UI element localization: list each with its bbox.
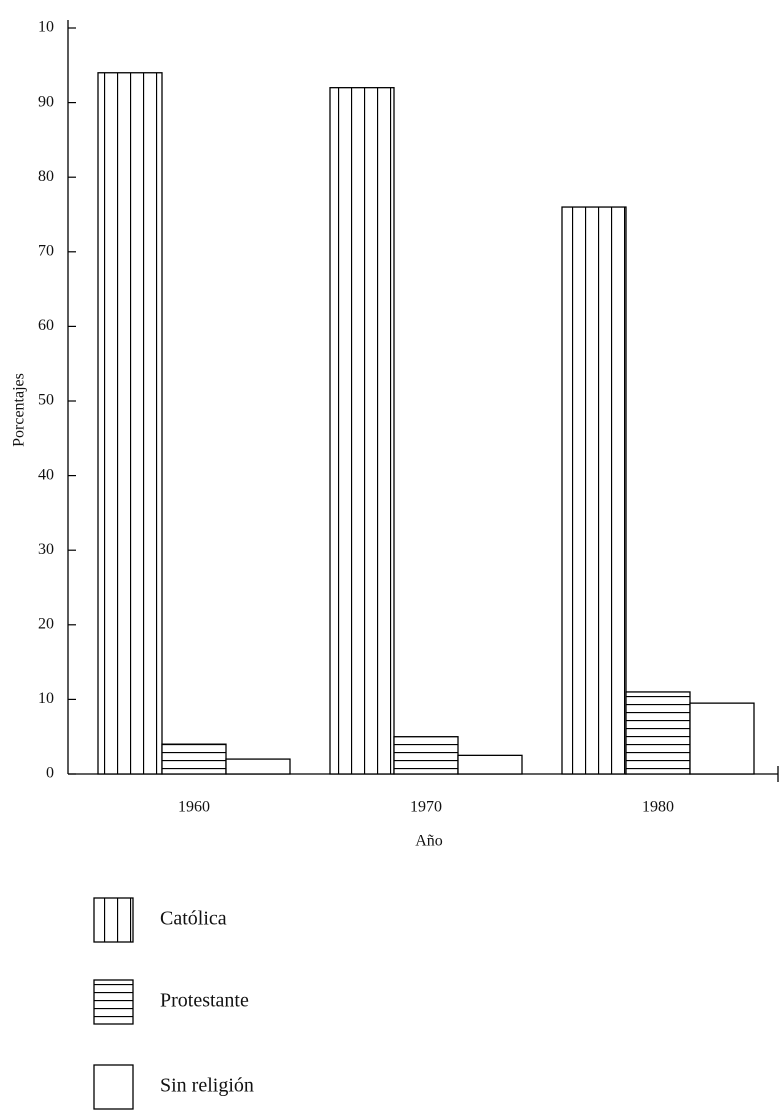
bar (457, 754, 523, 775)
x-axis-label: Año (415, 833, 443, 850)
legend-label: Católica (160, 908, 227, 930)
y-tick-label: 40 (38, 466, 54, 483)
bar (225, 758, 291, 775)
y-tick-label: 10 (38, 19, 54, 36)
bar (97, 72, 163, 775)
x-tick-label: 1960 (178, 799, 210, 816)
legend-label: Protestante (160, 990, 249, 1012)
y-axis-label: Porcentajes (11, 373, 28, 447)
bar (561, 206, 627, 775)
x-tick-label: 1970 (410, 799, 442, 816)
legend-label: Sin religión (160, 1075, 254, 1097)
y-tick-label: 50 (38, 392, 54, 409)
bar (161, 743, 227, 775)
y-tick-label: 90 (38, 93, 54, 110)
bar (625, 691, 691, 775)
y-tick-label: 0 (46, 765, 54, 782)
legend-swatch (93, 1064, 134, 1110)
bar (329, 87, 395, 775)
y-tick-label: 30 (38, 541, 54, 558)
x-tick-label: 1980 (642, 799, 674, 816)
y-tick-label: 10 (38, 690, 54, 707)
legend-swatch (93, 979, 134, 1025)
y-tick-label: 20 (38, 615, 54, 632)
legend-swatch (93, 897, 134, 943)
bar (689, 702, 755, 775)
y-tick-label: 70 (38, 242, 54, 259)
y-tick-label: 80 (38, 168, 54, 185)
bar (393, 736, 459, 775)
y-tick-label: 60 (38, 317, 54, 334)
